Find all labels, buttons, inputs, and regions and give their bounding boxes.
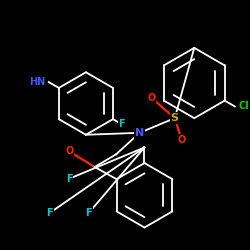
- Text: F: F: [66, 174, 72, 184]
- Text: N: N: [135, 128, 144, 138]
- Text: F: F: [86, 208, 92, 218]
- Text: Cl: Cl: [239, 102, 250, 112]
- Text: O: O: [147, 93, 156, 103]
- Text: F: F: [118, 119, 125, 129]
- Text: HN: HN: [30, 77, 46, 87]
- Text: O: O: [178, 135, 186, 145]
- Text: S: S: [171, 113, 179, 123]
- Text: O: O: [65, 146, 74, 156]
- Text: F: F: [46, 208, 53, 218]
